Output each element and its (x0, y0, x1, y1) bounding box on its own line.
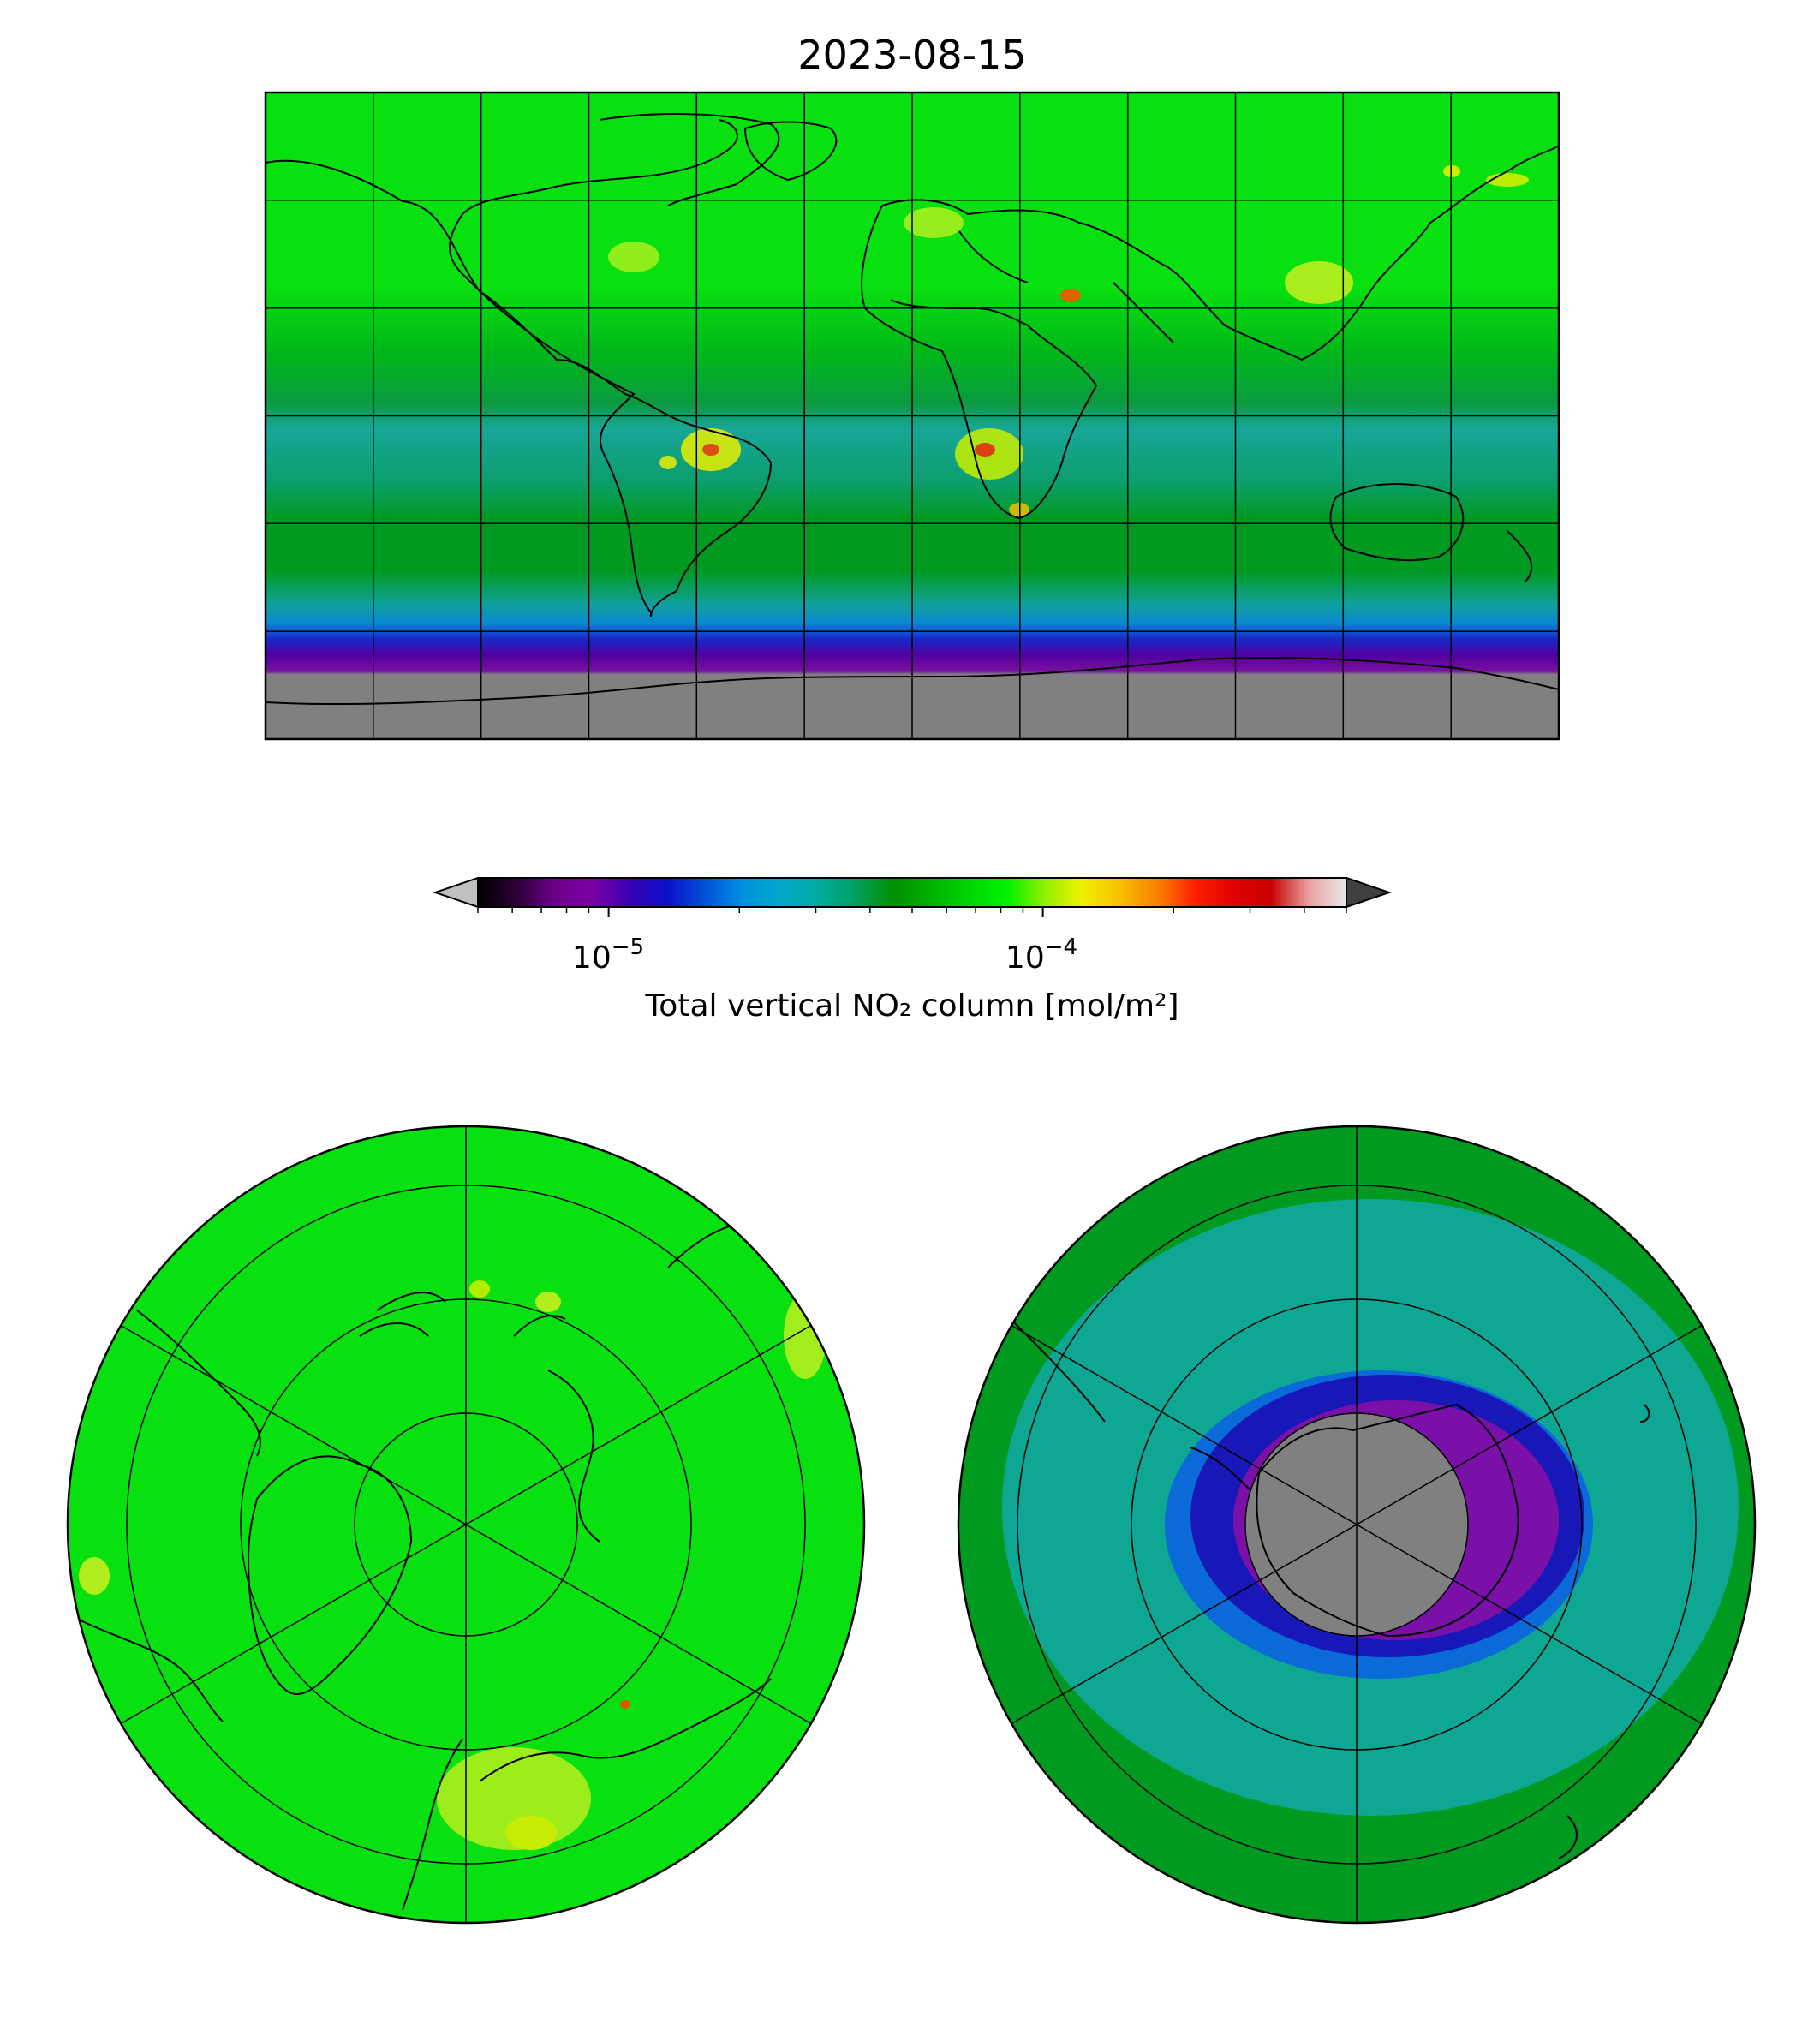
global-hotspots (608, 165, 1529, 516)
arctic-coastlines (76, 1221, 823, 1911)
colorbar-bar (477, 877, 1347, 908)
antarctic-coastlines (1010, 1318, 1650, 1859)
arctic-gridlines (120, 1126, 812, 1923)
global-map (266, 92, 1559, 739)
global-map-frame (264, 91, 1560, 741)
global-coastlines (266, 113, 1559, 706)
arctic-hotspots (79, 1280, 826, 1850)
antarctic-gridlines (1011, 1126, 1703, 1923)
arctic-map-frame (66, 1125, 866, 1925)
colorbar-over-extension (1346, 876, 1393, 909)
colorbar-tick-label-1e-5: 10−5 (572, 934, 644, 976)
figure-title: 2023-08-15 (797, 32, 1026, 78)
colorbar-tick-1e-4-base: 10 (1005, 940, 1045, 976)
colorbar-tick-1e-5-base: 10 (572, 940, 612, 976)
antarctic-map-frame (957, 1125, 1757, 1925)
colorbar-tick-1e-5-exp: −5 (612, 934, 644, 960)
colorbar-label: Total vertical NO₂ column [mol/m²] (644, 988, 1179, 1023)
colorbar-ticks (477, 907, 1347, 917)
colorbar-tick-label-1e-4: 10−4 (1005, 934, 1077, 976)
colorbar-under-extension (432, 876, 479, 909)
arctic-map (68, 1126, 864, 1923)
antarctic-map (958, 1126, 1755, 1923)
colorbar: 10−5 10−4 Total vertical NO₂ column [mol… (432, 876, 1393, 1023)
colorbar-tick-1e-4-exp: −4 (1045, 934, 1077, 960)
global-gridlines (266, 92, 1559, 739)
